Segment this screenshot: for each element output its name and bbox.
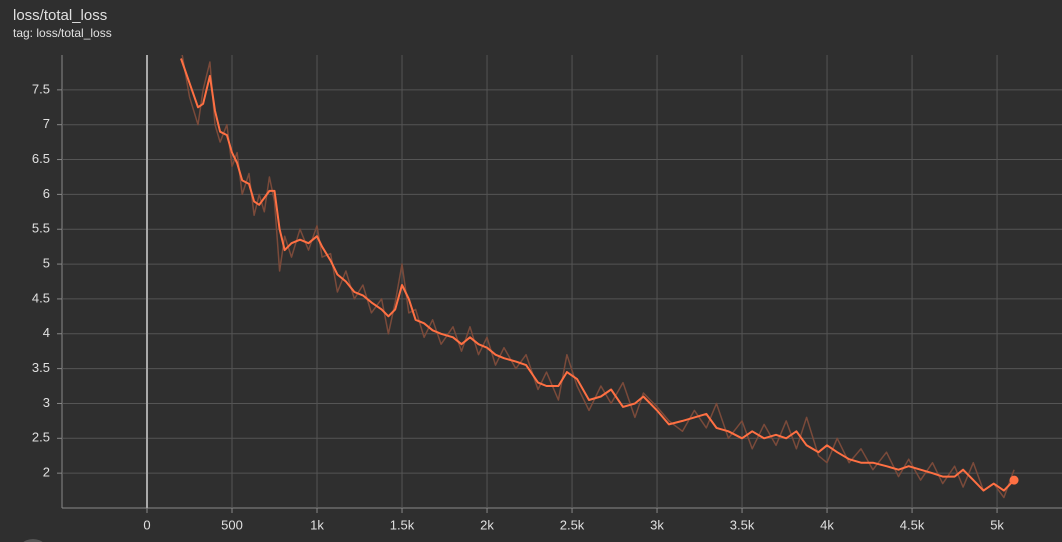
x-tick-label: 3k [650,517,664,532]
x-tick-label: 5k [990,517,1004,532]
y-tick-label: 4 [43,325,50,340]
x-tick-label: 2.5k [560,517,585,532]
x-tick-label: 3.5k [730,517,755,532]
chart-subtitle: tag: loss/total_loss [13,26,112,40]
y-tick-label: 4.5 [32,290,50,305]
toolbar-button[interactable] [16,539,50,542]
series-line [180,58,1015,492]
y-tick-label: 7.5 [32,81,50,96]
x-tick-label: 4k [820,517,834,532]
chart-title: loss/total_loss [13,7,107,24]
y-tick-label: 3.5 [32,360,50,375]
y-tick-label: 2 [43,465,50,480]
x-tick-label: 500 [221,517,243,532]
x-tick-label: 0 [143,517,150,532]
y-tick-label: 5 [43,256,50,271]
x-tick-label: 2k [480,517,494,532]
y-tick-label: 6.5 [32,151,50,166]
last-point [1009,475,1019,485]
x-tick-label: 4.5k [900,517,925,532]
y-tick-label: 2.5 [32,430,50,445]
y-tick-label: 6 [43,186,50,201]
y-tick-label: 7 [43,116,50,131]
x-tick-label: 1.5k [390,517,415,532]
y-tick-label: 5.5 [32,221,50,236]
y-tick-label: 3 [43,395,50,410]
x-tick-label: 1k [310,517,324,532]
